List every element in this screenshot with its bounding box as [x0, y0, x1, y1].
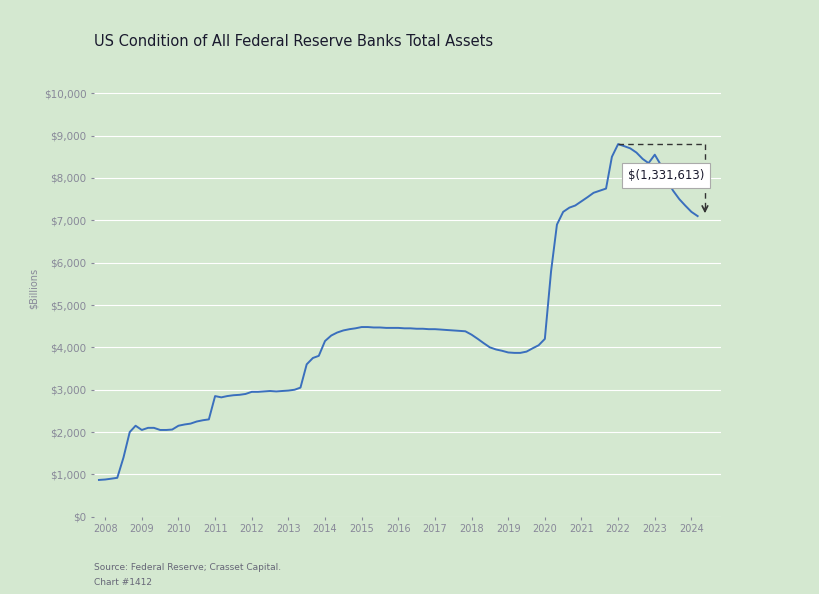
- Text: $(1,331,613): $(1,331,613): [628, 169, 704, 182]
- Text: US Condition of All Federal Reserve Banks Total Assets: US Condition of All Federal Reserve Bank…: [94, 33, 493, 49]
- Text: Source: Federal Reserve; Crasset Capital.: Source: Federal Reserve; Crasset Capital…: [94, 563, 281, 572]
- Text: Chart #1412: Chart #1412: [94, 578, 152, 587]
- Y-axis label: $Billions: $Billions: [29, 267, 38, 309]
